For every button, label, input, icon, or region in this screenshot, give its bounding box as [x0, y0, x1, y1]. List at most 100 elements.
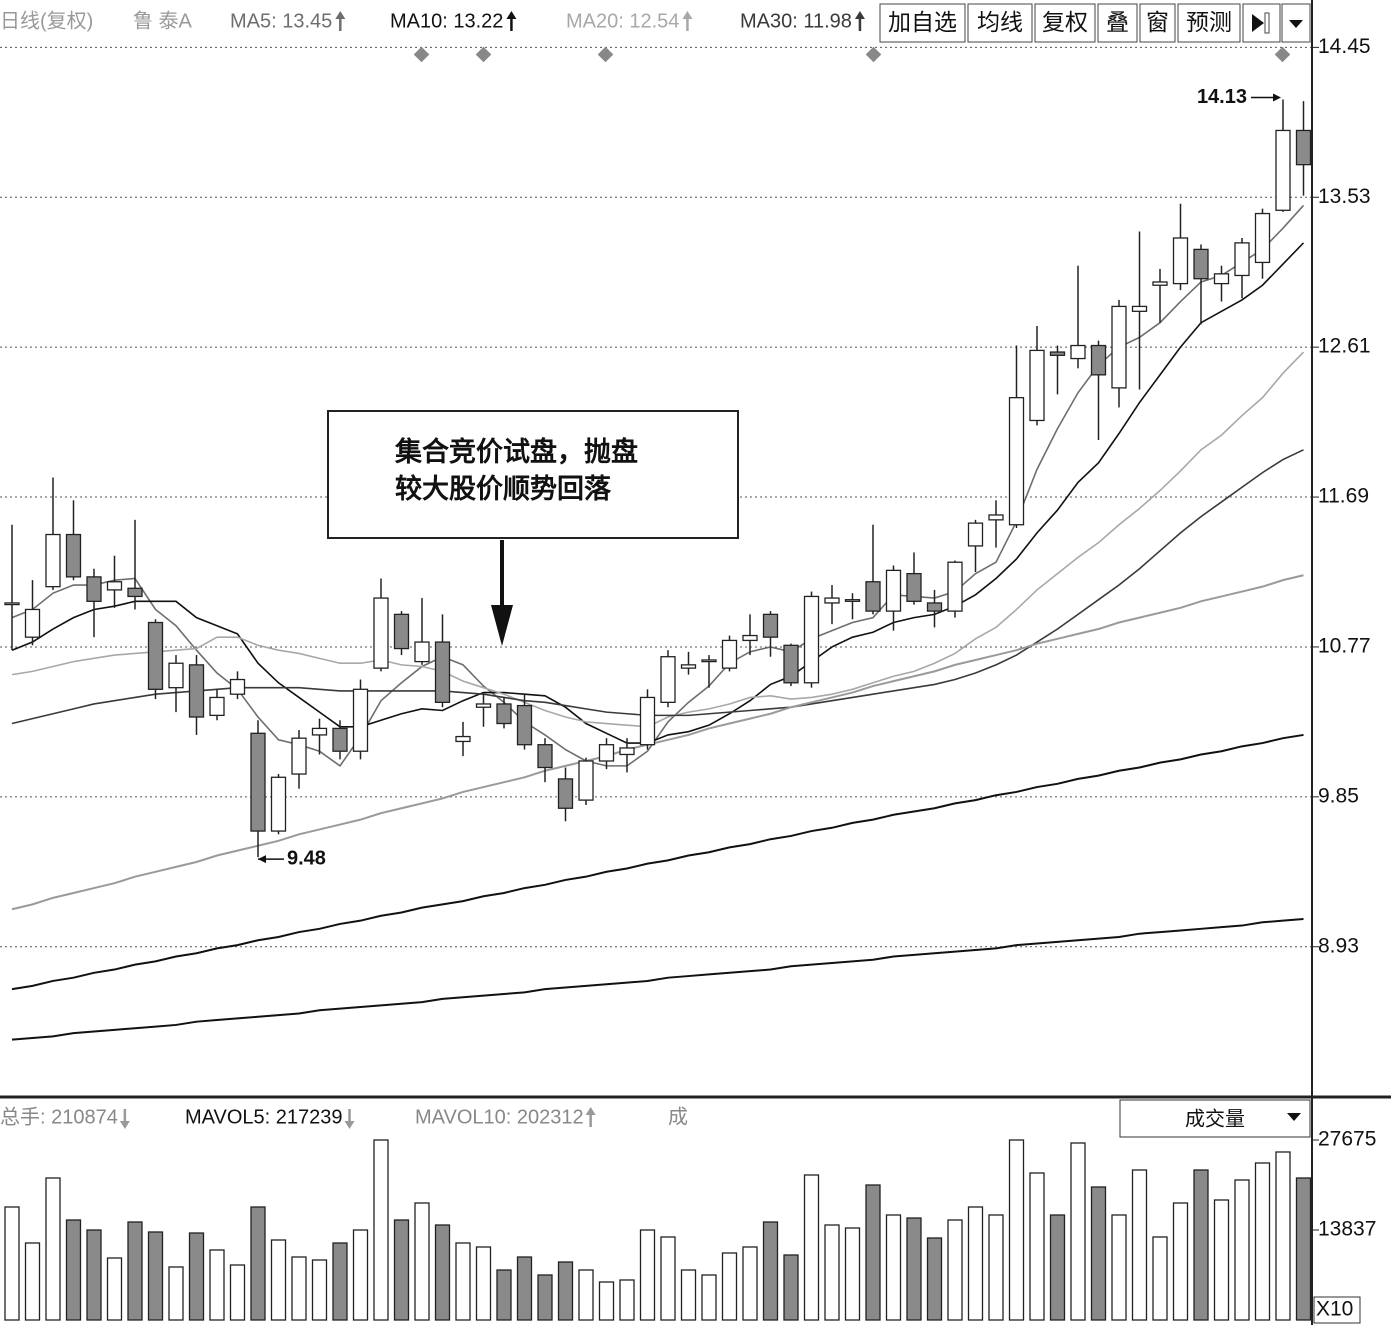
selector-box[interactable]: [1119, 1099, 1311, 1138]
candle-body: [1131, 305, 1148, 312]
ma-legend: MA5: 13.45 MA10: 13.22 MA20: 12.54 MA30: 11…: [230, 10, 865, 32]
volume-bar: [598, 1281, 615, 1321]
volume-bar: [721, 1252, 738, 1321]
toolbar-dropdown[interactable]: [1281, 3, 1311, 43]
candle-body: [311, 727, 328, 736]
toolbar-button[interactable]: 预测: [1177, 3, 1241, 43]
jump-icon[interactable]: [1252, 14, 1264, 32]
button-frame[interactable]: [1139, 3, 1176, 43]
volume-bar: [947, 1219, 963, 1321]
candle-body: [988, 514, 1004, 521]
volume-bar: [844, 1227, 861, 1321]
volume-bar: [65, 1219, 82, 1321]
volume-bar: [1295, 1177, 1312, 1321]
button-label[interactable]: 窗: [1146, 9, 1169, 35]
callout-text: 集合竞价试盘，抛盘: [394, 436, 638, 467]
candle-body: [229, 678, 246, 695]
volume-unit: X10: [1316, 1298, 1353, 1321]
candle-body: [1008, 397, 1025, 526]
button-frame[interactable]: [879, 3, 966, 43]
unit-box: [1313, 1296, 1361, 1324]
stock-name: 鲁 泰A: [133, 9, 193, 32]
min-pointer-head: [258, 855, 266, 864]
toolbar: 加自选 均线 复权叠窗预测: [879, 3, 1311, 43]
volume-bar: [1090, 1186, 1107, 1321]
volume-bar: [414, 1202, 430, 1321]
button-frame[interactable]: [1177, 3, 1241, 43]
toolbar-button[interactable]: 加自选: [879, 3, 966, 43]
volume-legend-entry: 成: [668, 1105, 688, 1128]
volume-bar: [680, 1269, 697, 1321]
selector-text[interactable]: 成交量: [1185, 1107, 1245, 1130]
volume-bar: [988, 1214, 1004, 1321]
volume-bar: [434, 1224, 451, 1321]
toolbar-button[interactable]: 复权: [1034, 3, 1096, 43]
button-frame[interactable]: [1034, 3, 1096, 43]
candle-body: [4, 602, 20, 606]
candle-body: [496, 703, 512, 725]
y-tick-label: 14.45: [1318, 35, 1371, 58]
button-label[interactable]: 预测: [1186, 9, 1232, 35]
y-tick-label: 9.85: [1318, 784, 1359, 807]
button-label[interactable]: 复权: [1042, 9, 1088, 35]
volume-bar: [803, 1174, 820, 1321]
button-frame[interactable]: [967, 3, 1033, 43]
ma-line: [11, 351, 1305, 728]
candle-body: [680, 664, 697, 669]
volume-bar: [86, 1229, 102, 1321]
plot-layer: [0, 46, 1312, 1321]
y-tick-label: 12.61: [1318, 335, 1371, 358]
min-label: 9.48: [287, 847, 326, 869]
legend-entry: MA5: 13.45: [230, 10, 332, 32]
volume-bar: [557, 1261, 574, 1321]
volume-bar: [229, 1264, 246, 1321]
volume-bar: [701, 1274, 717, 1321]
volume-bar: [1049, 1214, 1066, 1321]
volume-bar: [1131, 1169, 1148, 1321]
candle-body: [1254, 212, 1271, 264]
volume-bar: [824, 1224, 840, 1321]
toolbar-button[interactable]: 窗: [1139, 3, 1176, 43]
candle-body: [885, 569, 902, 612]
ma-line: [11, 204, 1305, 768]
volume-bar: [1234, 1179, 1250, 1321]
jump-icon-bar[interactable]: [1264, 12, 1270, 34]
volume-bar: [332, 1242, 348, 1321]
dropdown-caret[interactable]: [1289, 20, 1303, 28]
button-label[interactable]: 加自选: [888, 9, 957, 35]
toolbar-button[interactable]: 叠: [1097, 3, 1138, 43]
candle-body: [865, 581, 881, 612]
candle-body: [701, 659, 717, 663]
volume-bar: [24, 1242, 41, 1321]
ma-line: [11, 733, 1304, 991]
callout: 集合竞价试盘，抛盘 较大股价顺势回落: [327, 410, 739, 646]
volume-bar: [1152, 1236, 1168, 1321]
volume-bar: [1193, 1169, 1209, 1321]
candle-body: [86, 576, 102, 602]
y-tick-label: 13837: [1318, 1218, 1376, 1241]
candle-body: [1213, 273, 1230, 285]
candle-body: [619, 747, 635, 756]
toolbar-button[interactable]: 均线: [967, 3, 1033, 43]
candle-body: [1172, 237, 1189, 285]
callout-arrowhead: [491, 605, 513, 646]
candle-body: [1049, 351, 1066, 356]
button-frame[interactable]: [1097, 3, 1138, 43]
candle-body: [106, 581, 123, 591]
ma-line: [11, 242, 1305, 744]
button-label[interactable]: 叠: [1106, 9, 1129, 35]
candle-body: [1234, 242, 1250, 277]
candle-body: [844, 599, 861, 602]
button-label[interactable]: 均线: [977, 9, 1023, 35]
volume-selector[interactable]: 成交量: [1119, 1099, 1311, 1138]
callout-box: [327, 410, 739, 539]
volume-bar: [885, 1214, 902, 1321]
toolbar-button[interactable]: [1242, 3, 1281, 43]
candle-body: [721, 639, 738, 669]
trend-arrow-head: [585, 1107, 596, 1115]
candle-body: [1275, 129, 1291, 211]
candle-body: [45, 533, 61, 588]
candle-body: [557, 778, 574, 809]
volume-bar: [926, 1237, 943, 1321]
